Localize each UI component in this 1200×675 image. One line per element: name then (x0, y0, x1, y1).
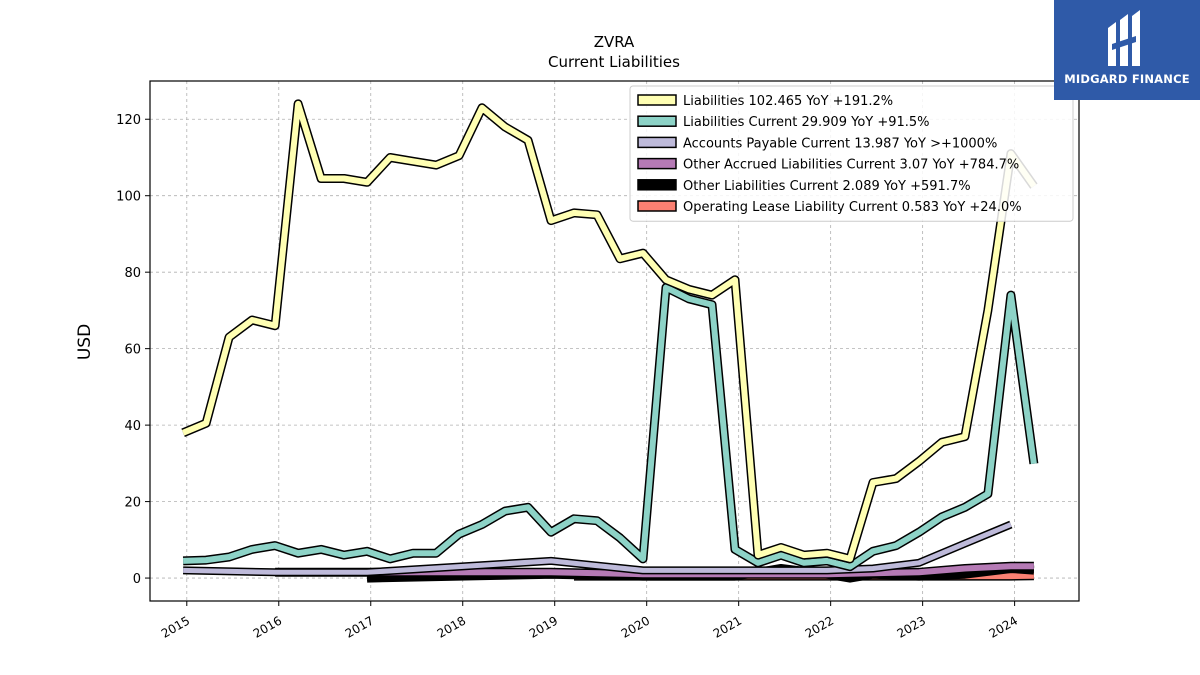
x-tick-label: 2019 (527, 613, 560, 640)
series-line-0 (181, 99, 1038, 564)
legend-label: Other Accrued Liabilities Current 3.07 Y… (683, 158, 1019, 173)
x-tick-label: 2015 (159, 613, 192, 640)
series-outline (182, 283, 1039, 572)
x-tick-label: 2017 (343, 613, 376, 640)
series-line-2 (183, 520, 1013, 577)
brand-logo-text: MIDGARD FINANCE (1064, 72, 1190, 86)
x-axis: 2015 2016 2017 2018 2019 2020 2021 2022 2023 2024 (159, 601, 1020, 641)
y-axis: 0 20 40 60 80 100 120 (116, 113, 150, 587)
x-tick-label: 2024 (987, 613, 1020, 640)
series-stroke (183, 522, 1012, 575)
legend-swatch (637, 94, 677, 106)
chart-series (181, 99, 1039, 583)
legend-label: Accounts Payable Current 13.987 YoY >+10… (683, 136, 997, 151)
legend-label: Operating Lease Liability Current 0.583 … (683, 200, 1022, 215)
midgard-logo-icon (1108, 10, 1140, 66)
legend-entry: Operating Lease Liability Current 0.583 … (637, 200, 1022, 215)
y-tick-label: 100 (116, 190, 141, 205)
x-tick-label: 2021 (711, 613, 744, 640)
legend-entry: Other Liabilities Current 2.089 YoY +591… (637, 179, 971, 194)
legend-swatch (637, 200, 677, 212)
legend-box (629, 85, 1074, 222)
legend-label: Other Liabilities Current 2.089 YoY +591… (683, 179, 971, 194)
brand-logo: MIDGARD FINANCE (1054, 0, 1200, 100)
legend-entry: Liabilities Current 29.909 YoY +91.5% (637, 115, 930, 130)
x-tick-label: 2023 (895, 613, 928, 640)
y-tick-label: 60 (124, 343, 141, 358)
y-tick-label: 20 (124, 496, 141, 511)
legend-swatch (637, 157, 677, 170)
x-tick-label: 2018 (435, 613, 468, 640)
legend-swatch (637, 136, 677, 149)
x-tick-label: 2016 (251, 613, 284, 640)
y-tick-label: 0 (133, 572, 141, 587)
legend-swatch (637, 115, 677, 127)
y-tick-label: 80 (124, 266, 141, 281)
x-tick-label: 2022 (803, 613, 836, 640)
chart-title: ZVRA (594, 33, 635, 51)
series-stroke (181, 100, 1037, 562)
chart-subtitle: Current Liabilities (548, 53, 680, 71)
legend: Liabilities 102.465 YoY +191.2% Liabiliti… (629, 85, 1074, 222)
legend-entry: Liabilities 102.465 YoY +191.2% (637, 94, 893, 109)
x-tick-label: 2020 (619, 613, 652, 640)
plot-frame (149, 80, 1080, 602)
series-line-1 (182, 283, 1039, 572)
legend-label: Liabilities Current 29.909 YoY +91.5% (683, 115, 930, 130)
y-tick-label: 40 (124, 419, 141, 434)
legend-swatch (637, 179, 677, 191)
legend-entry: Accounts Payable Current 13.987 YoY >+10… (637, 136, 997, 151)
legend-label: Liabilities 102.465 YoY +191.2% (683, 94, 893, 109)
y-axis-label: USD (75, 324, 95, 360)
y-tick-label: 120 (116, 113, 141, 128)
legend-entry: Other Accrued Liabilities Current 3.07 Y… (637, 157, 1019, 173)
series-stroke (182, 284, 1037, 570)
